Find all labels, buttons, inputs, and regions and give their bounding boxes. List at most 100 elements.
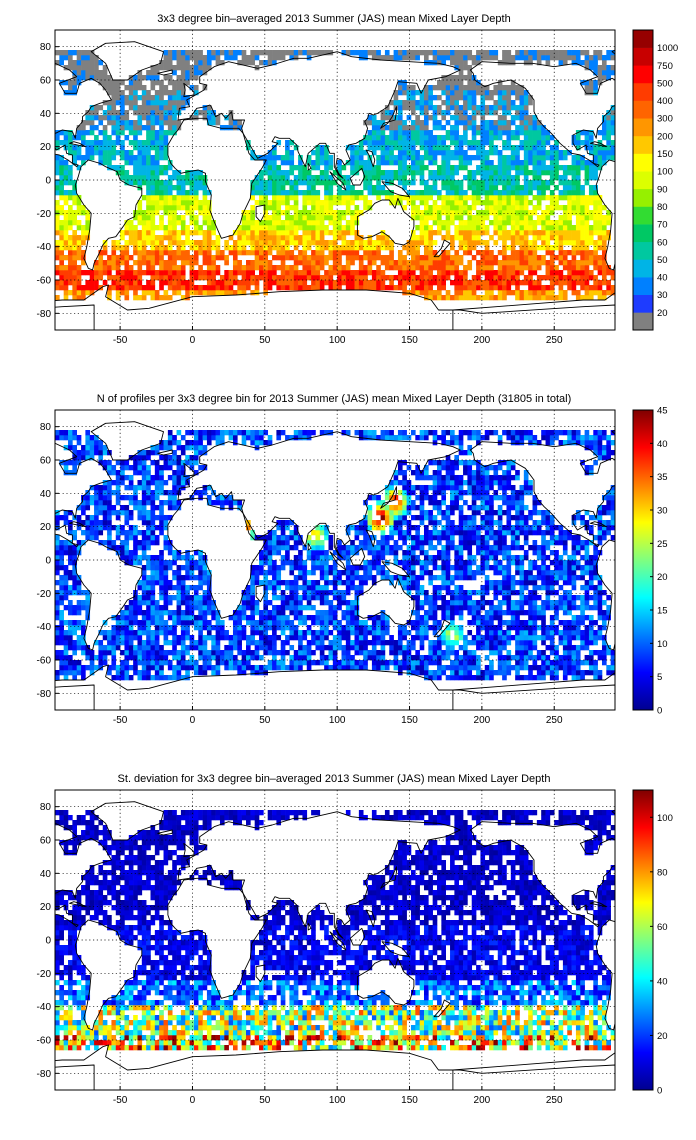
bin-cell (450, 140, 455, 146)
bin-cell (445, 215, 451, 221)
bin-cell (380, 155, 386, 161)
bin-cell (489, 220, 494, 226)
bin-cell (410, 290, 416, 296)
bin-cell (437, 220, 442, 226)
bin-cell (402, 650, 407, 656)
bin-cell (454, 85, 460, 91)
bin-cell (450, 255, 455, 261)
bin-cell (180, 195, 186, 201)
bin-cell (133, 275, 138, 281)
colorbar-swatch (633, 153, 653, 172)
bin-cell (159, 265, 164, 271)
bin-cell (580, 195, 585, 201)
bin-cell (141, 155, 147, 161)
bin-cell (120, 660, 125, 666)
bin-cell (193, 205, 199, 211)
bin-cell (241, 285, 247, 291)
bin-cell (354, 280, 360, 286)
bin-cell (541, 140, 546, 146)
bin-cell (575, 200, 581, 206)
bin-cell (497, 130, 503, 136)
bin-cell (146, 175, 151, 181)
bin-cell (358, 650, 364, 656)
bin-cell (89, 75, 95, 81)
bin-cell (111, 650, 117, 656)
bin-cell (128, 280, 134, 286)
bin-cell (263, 170, 269, 176)
bin-cell (467, 185, 473, 191)
bin-cell (55, 155, 60, 161)
bin-cell (593, 255, 598, 261)
bin-cell (580, 225, 585, 231)
bin-cell (111, 645, 117, 651)
bin-cell (224, 255, 229, 261)
bin-cell (445, 635, 451, 641)
bin-cell (610, 115, 616, 121)
bin-cell (554, 270, 559, 276)
bin-cell (584, 270, 590, 276)
colorbar-tick-label: 70 (657, 220, 668, 231)
bin-cell (259, 265, 264, 271)
bin-cell (493, 85, 499, 91)
bin-cell (76, 640, 82, 646)
bin-cell (263, 200, 269, 206)
bin-cell (285, 155, 290, 161)
bin-cell (332, 640, 338, 646)
bin-cell (523, 185, 529, 191)
bin-cell (506, 670, 512, 676)
bin-cell (519, 635, 525, 641)
bin-cell (423, 195, 429, 201)
bin-cell (289, 240, 295, 246)
bin-cell (393, 265, 399, 271)
bin-cell (324, 260, 329, 266)
bin-cell (484, 280, 490, 286)
bin-cell (601, 250, 607, 256)
bin-cell (471, 660, 477, 666)
bin-cell (68, 275, 73, 281)
colorbar-swatch (633, 82, 653, 101)
bin-cell (202, 640, 208, 646)
bin-cell (306, 630, 312, 636)
bin-cell (515, 275, 520, 281)
bin-cell (497, 270, 503, 276)
bin-cell (397, 280, 403, 286)
bin-cell (610, 125, 616, 131)
bin-cell (423, 50, 429, 56)
bin-cell (410, 640, 416, 646)
bin-cell (371, 185, 377, 191)
bin-cell (354, 220, 360, 226)
bin-cell (68, 250, 73, 256)
bin-cell (137, 110, 143, 116)
bin-cell (575, 185, 581, 191)
bin-cell (515, 235, 520, 241)
bin-cell (415, 660, 420, 666)
bin-cell (180, 85, 186, 91)
bin-cell (445, 120, 451, 126)
bin-cell (601, 135, 607, 141)
bin-cell (502, 200, 507, 206)
bin-cell (159, 255, 164, 261)
bin-cell (410, 110, 416, 116)
bin-cell (450, 175, 455, 181)
bin-cell (410, 165, 416, 171)
bin-cell (319, 225, 325, 231)
bin-cell (541, 160, 546, 166)
bin-cell (437, 110, 442, 116)
bin-cell (185, 230, 190, 236)
bin-cell (588, 165, 594, 171)
bin-cell (72, 255, 77, 261)
bin-cell (193, 70, 199, 76)
bin-cell (575, 670, 581, 676)
bin-cell (150, 675, 156, 681)
bin-cell (384, 125, 390, 131)
bin-cell (528, 270, 533, 276)
bin-cell (215, 255, 221, 261)
bin-cell (141, 125, 147, 131)
bin-cell (528, 295, 533, 301)
bin-cell (471, 125, 477, 131)
bin-cell (515, 165, 520, 171)
bin-cell (337, 165, 342, 171)
bin-cell (159, 110, 164, 116)
bin-cell (484, 630, 490, 636)
bin-cell (215, 235, 221, 241)
